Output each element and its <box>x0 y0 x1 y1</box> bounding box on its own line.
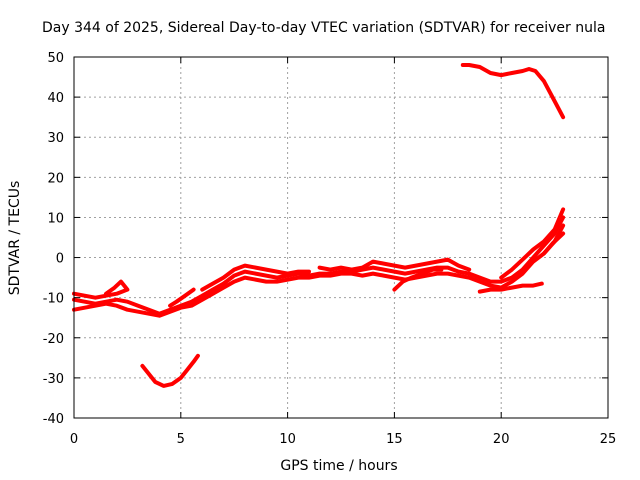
y-tick-label: 0 <box>56 252 64 267</box>
series-track-3 <box>72 279 130 300</box>
x-tick-label: 25 <box>600 432 617 447</box>
x-tick-label: 10 <box>279 432 296 447</box>
y-tick-label: -40 <box>43 412 64 427</box>
series-track-12 <box>460 63 566 120</box>
plot-frame <box>73 56 609 419</box>
grid-lines <box>74 57 608 418</box>
x-tick-label: 5 <box>177 432 185 447</box>
x-axis-label: GPS time / hours <box>280 458 397 474</box>
series-track-9 <box>477 281 544 294</box>
series-track-6 <box>200 263 311 292</box>
data-series <box>72 63 566 388</box>
series-track-1 <box>72 215 566 316</box>
x-tick-label: 15 <box>386 432 403 447</box>
axis-ticks: 0 5 10 15 20 25 -40 -30 -20 -10 0 10 20 30 40 50 <box>43 51 617 447</box>
x-tick-label: 20 <box>493 432 510 447</box>
y-tick-label: -10 <box>43 292 64 307</box>
series-track-4 <box>140 353 200 388</box>
series-track-7 <box>317 257 472 272</box>
series-track-8 <box>392 267 444 292</box>
x-tick-label: 0 <box>70 432 78 447</box>
y-tick-label: 30 <box>47 131 64 146</box>
chart-title: Day 344 of 2025, Sidereal Day-to-day VTE… <box>42 20 605 36</box>
y-tick-label: -30 <box>43 372 64 387</box>
y-tick-label: 20 <box>47 171 64 186</box>
y-axis-label: SDTVAR / TECUs <box>7 181 23 296</box>
series-track-5 <box>168 287 196 308</box>
series-track-11 <box>541 231 566 256</box>
y-tick-label: -20 <box>43 332 64 347</box>
y-tick-label: 10 <box>47 211 64 226</box>
series-track-10 <box>499 207 566 280</box>
y-tick-label: 50 <box>47 51 64 66</box>
series-track-2 <box>72 223 566 318</box>
y-tick-label: 40 <box>47 91 64 106</box>
